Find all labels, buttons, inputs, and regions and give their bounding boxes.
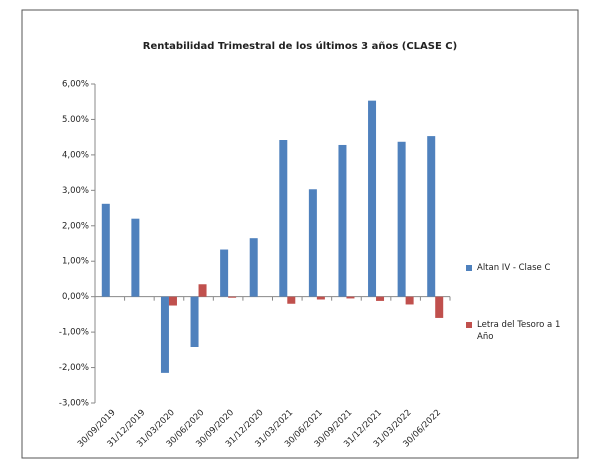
bar [198, 284, 207, 297]
bar [308, 189, 317, 297]
y-tick-label: -3,00% [59, 399, 89, 409]
y-tick-label: 6,00% [62, 80, 89, 90]
bar [220, 249, 229, 297]
y-tick-label: -1,00% [59, 328, 89, 338]
y-tick-label: 2,00% [62, 221, 89, 231]
bar [287, 296, 296, 304]
y-tick-label: 1,00% [62, 257, 89, 267]
y-tick-label: 3,00% [62, 186, 89, 196]
chart-border [21, 9, 579, 459]
bar [376, 296, 385, 301]
y-tick-label: -2,00% [59, 363, 89, 373]
bar [427, 136, 436, 297]
bar [101, 203, 110, 297]
bar [346, 296, 355, 299]
legend-label: Letra del Tesoro a 1 Año [477, 320, 561, 342]
bar [190, 296, 199, 347]
legend-swatch [466, 322, 472, 328]
bar [131, 218, 140, 297]
bar [168, 296, 177, 306]
bar [397, 141, 406, 297]
bar [249, 238, 258, 297]
y-tick-label: 5.00% [62, 115, 89, 125]
bar [338, 144, 347, 297]
legend-label: Altan IV - Clase C [477, 263, 551, 273]
y-tick-label: 4,00% [62, 150, 89, 160]
legend-swatch [466, 265, 472, 271]
bar [279, 140, 288, 297]
bar [368, 100, 377, 297]
chart-title: Rentabilidad Trimestral de los últimos 3… [143, 40, 457, 52]
y-tick-label: 0,00% [62, 292, 89, 302]
bar [405, 296, 414, 305]
bar [435, 296, 444, 318]
bar [316, 296, 325, 300]
bar [160, 296, 169, 373]
bar [228, 296, 237, 298]
